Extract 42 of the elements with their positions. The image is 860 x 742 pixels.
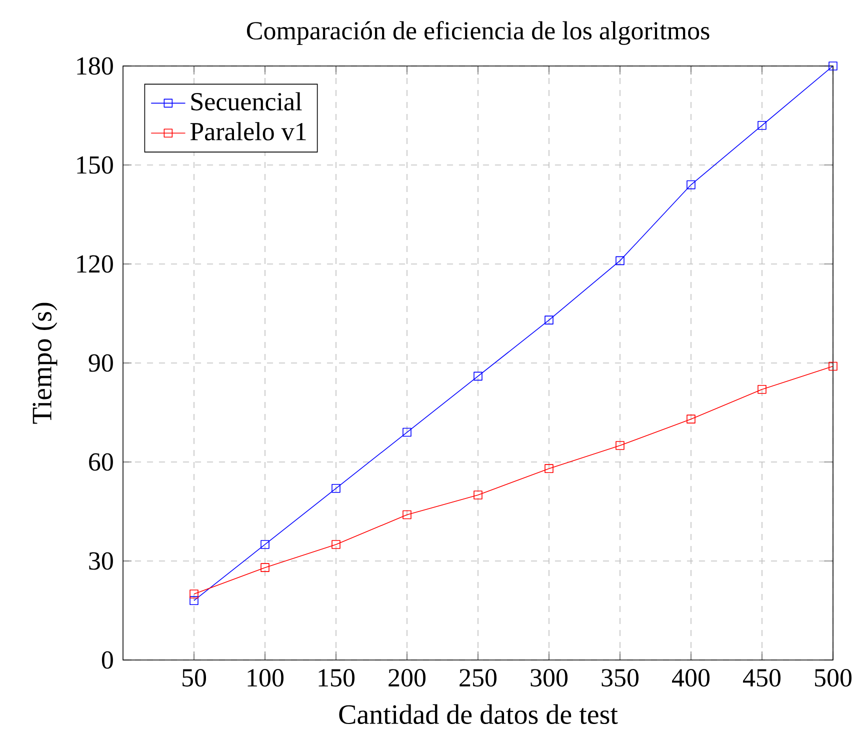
point (190, 590, 198, 598)
point (616, 441, 624, 450)
point (686, 180, 696, 190)
point (190, 596, 198, 605)
x-tick-label: 100 (248, 669, 284, 687)
y-tick-label: 60 (89, 453, 113, 471)
point (474, 490, 482, 500)
point (260, 563, 270, 572)
y-tick-label: 0 (102, 651, 113, 669)
x-tick-label: 50 (182, 669, 206, 687)
point (544, 316, 554, 324)
y-tick-label: 120 (77, 255, 113, 273)
x-tick-label: 300 (530, 669, 568, 687)
point (332, 484, 340, 493)
point (544, 464, 554, 473)
x-tick-label: 500 (815, 669, 852, 687)
point (402, 428, 412, 437)
x-axis-title: Cantidad de datos de test (339, 704, 618, 724)
x-tick-label: 250 (460, 669, 497, 687)
point (616, 256, 624, 266)
x-tick-label: 350 (602, 669, 639, 687)
point (828, 62, 838, 70)
y-tick-label: 30 (89, 552, 113, 570)
point (758, 120, 766, 130)
x-tick-label: 450 (743, 669, 781, 687)
point (828, 362, 838, 371)
point (260, 540, 270, 549)
point (474, 372, 482, 381)
point (402, 510, 412, 520)
legend-label: Secuencial (191, 92, 302, 110)
y-axis-title: Tiempo (s) (32, 302, 58, 424)
point (686, 414, 696, 424)
y-tick-label: 90 (88, 354, 113, 372)
chart-title: Comparación de eficiencia de los algoritmos (246, 20, 710, 45)
x-tick-label: 150 (318, 669, 355, 687)
point (332, 540, 340, 549)
y-tick-label: 180 (77, 57, 113, 75)
x-tick-label: 400 (672, 669, 710, 687)
point (758, 384, 766, 394)
x-tick-label: 200 (388, 669, 426, 687)
legend-label: Paralelo v1 (190, 122, 306, 140)
y-tick-label: 150 (77, 156, 113, 174)
